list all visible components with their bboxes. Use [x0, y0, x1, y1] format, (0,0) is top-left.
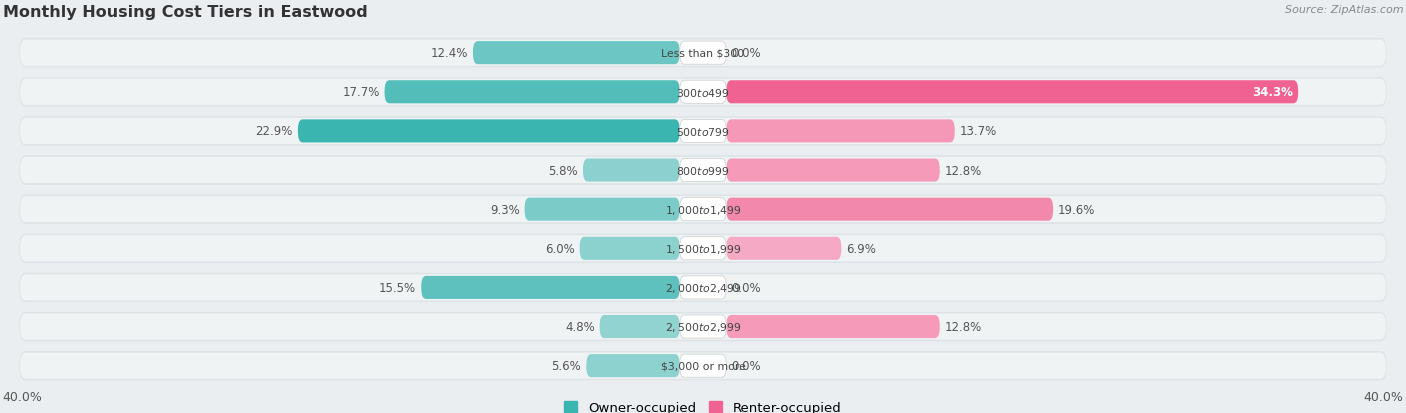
- FancyBboxPatch shape: [472, 42, 679, 65]
- FancyBboxPatch shape: [20, 119, 1386, 145]
- Text: $1,500 to $1,999: $1,500 to $1,999: [665, 242, 741, 255]
- FancyBboxPatch shape: [20, 197, 1386, 223]
- Text: Source: ZipAtlas.com: Source: ZipAtlas.com: [1285, 5, 1403, 15]
- FancyBboxPatch shape: [727, 159, 939, 182]
- FancyBboxPatch shape: [298, 120, 679, 143]
- Text: 9.3%: 9.3%: [489, 203, 520, 216]
- FancyBboxPatch shape: [679, 159, 727, 182]
- FancyBboxPatch shape: [20, 156, 1386, 185]
- FancyBboxPatch shape: [727, 81, 1298, 104]
- FancyBboxPatch shape: [679, 315, 727, 338]
- FancyBboxPatch shape: [20, 78, 1386, 107]
- Text: $2,500 to $2,999: $2,500 to $2,999: [665, 320, 741, 333]
- FancyBboxPatch shape: [20, 312, 1386, 342]
- Text: 5.8%: 5.8%: [548, 164, 578, 177]
- Text: $2,000 to $2,499: $2,000 to $2,499: [665, 281, 741, 294]
- FancyBboxPatch shape: [20, 273, 1386, 302]
- FancyBboxPatch shape: [679, 81, 727, 104]
- Text: 40.0%: 40.0%: [1364, 390, 1403, 403]
- Text: 0.0%: 0.0%: [731, 281, 761, 294]
- Text: 12.8%: 12.8%: [945, 320, 981, 333]
- Legend: Owner-occupied, Renter-occupied: Owner-occupied, Renter-occupied: [564, 401, 842, 413]
- Text: 17.7%: 17.7%: [342, 86, 380, 99]
- FancyBboxPatch shape: [679, 354, 727, 377]
- Text: 6.0%: 6.0%: [546, 242, 575, 255]
- Text: $800 to $999: $800 to $999: [676, 165, 730, 177]
- Text: $1,000 to $1,499: $1,000 to $1,499: [665, 203, 741, 216]
- FancyBboxPatch shape: [679, 42, 727, 65]
- FancyBboxPatch shape: [524, 198, 679, 221]
- Text: 0.0%: 0.0%: [731, 47, 761, 60]
- FancyBboxPatch shape: [20, 351, 1386, 380]
- Text: 40.0%: 40.0%: [3, 390, 42, 403]
- Text: 4.8%: 4.8%: [565, 320, 595, 333]
- FancyBboxPatch shape: [20, 79, 1386, 106]
- FancyBboxPatch shape: [727, 237, 841, 260]
- Text: $300 to $499: $300 to $499: [676, 87, 730, 99]
- Text: 12.8%: 12.8%: [945, 164, 981, 177]
- Text: 0.0%: 0.0%: [731, 359, 761, 372]
- FancyBboxPatch shape: [20, 40, 1386, 66]
- Text: 12.4%: 12.4%: [430, 47, 468, 60]
- FancyBboxPatch shape: [579, 237, 679, 260]
- Text: 22.9%: 22.9%: [256, 125, 292, 138]
- FancyBboxPatch shape: [385, 81, 679, 104]
- Text: 15.5%: 15.5%: [380, 281, 416, 294]
- Text: 19.6%: 19.6%: [1059, 203, 1095, 216]
- FancyBboxPatch shape: [20, 275, 1386, 301]
- Text: 34.3%: 34.3%: [1253, 86, 1294, 99]
- FancyBboxPatch shape: [20, 313, 1386, 340]
- Text: 13.7%: 13.7%: [960, 125, 997, 138]
- Text: Less than $300: Less than $300: [661, 48, 745, 59]
- FancyBboxPatch shape: [20, 234, 1386, 263]
- FancyBboxPatch shape: [679, 276, 727, 299]
- FancyBboxPatch shape: [727, 315, 939, 338]
- FancyBboxPatch shape: [422, 276, 679, 299]
- Text: $500 to $799: $500 to $799: [676, 126, 730, 138]
- FancyBboxPatch shape: [679, 198, 727, 221]
- FancyBboxPatch shape: [20, 117, 1386, 146]
- FancyBboxPatch shape: [586, 354, 679, 377]
- FancyBboxPatch shape: [727, 198, 1053, 221]
- FancyBboxPatch shape: [727, 120, 955, 143]
- Text: 6.9%: 6.9%: [846, 242, 876, 255]
- Text: Monthly Housing Cost Tiers in Eastwood: Monthly Housing Cost Tiers in Eastwood: [3, 5, 367, 20]
- FancyBboxPatch shape: [20, 353, 1386, 379]
- FancyBboxPatch shape: [20, 235, 1386, 262]
- FancyBboxPatch shape: [20, 157, 1386, 184]
- Text: 5.6%: 5.6%: [551, 359, 581, 372]
- FancyBboxPatch shape: [679, 237, 727, 260]
- Text: $3,000 or more: $3,000 or more: [661, 361, 745, 371]
- FancyBboxPatch shape: [599, 315, 679, 338]
- FancyBboxPatch shape: [583, 159, 679, 182]
- FancyBboxPatch shape: [20, 195, 1386, 224]
- FancyBboxPatch shape: [20, 39, 1386, 68]
- FancyBboxPatch shape: [679, 120, 727, 143]
